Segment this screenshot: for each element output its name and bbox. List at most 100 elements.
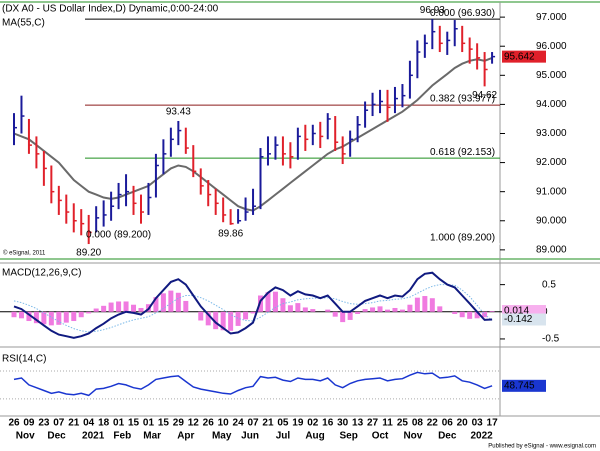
value-box (502, 50, 546, 63)
y-tick-label: 89.000 (536, 244, 567, 255)
x-tick-label: 26 (8, 418, 20, 429)
x-tick-label: 16 (322, 418, 334, 429)
histogram-bar (71, 311, 77, 322)
y-tick-label: 95.000 (536, 70, 567, 81)
value-box (502, 379, 546, 392)
histogram-bar (138, 307, 144, 312)
histogram-bar (220, 311, 226, 331)
histogram-bar (175, 292, 181, 312)
series-line (13, 284, 493, 333)
x-tick-label: 13 (352, 418, 364, 429)
histogram-bar (422, 296, 428, 312)
value-box-label: 48.745 (504, 380, 535, 391)
histogram-bar (355, 311, 361, 314)
histogram-bar (272, 291, 278, 312)
price-annotation: 96.93 (420, 5, 445, 16)
x-tick-label: 30 (337, 418, 349, 429)
x-tick-label: 22 (427, 418, 439, 429)
x-tick-label: 06 (442, 418, 454, 429)
histogram-bar (452, 311, 458, 314)
x-tick-label: 03 (472, 418, 484, 429)
y-tick-label: 97.000 (536, 12, 567, 23)
price-annotation: 89.20 (76, 248, 101, 259)
histogram-bar (467, 311, 473, 319)
y-tick-label: 90.000 (536, 215, 567, 226)
histogram-bar (280, 298, 286, 312)
y-tick-label: 96.000 (536, 41, 567, 52)
histogram-bar (198, 311, 204, 321)
price-annotation: 93.43 (166, 107, 191, 118)
histogram-bar (33, 311, 39, 324)
histogram-bar (370, 307, 376, 312)
y-tick-label: 91.000 (536, 186, 567, 197)
panel-title: RSI(14,C) (2, 354, 46, 365)
y-tick-label: 93.000 (536, 128, 567, 139)
histogram-bar (56, 311, 62, 325)
x-month-label: Feb (113, 431, 131, 442)
histogram-bar (265, 292, 271, 312)
y-tick-label: 94.000 (536, 99, 567, 110)
fib-label: 0.000 (96.930) (430, 8, 495, 19)
x-month-label: Dec (438, 431, 457, 442)
histogram-bar (437, 306, 443, 312)
histogram-bar (235, 311, 241, 326)
histogram-bar (429, 298, 435, 312)
fib-label: 0.618 (92.153) (430, 147, 495, 158)
histogram-bar (26, 311, 32, 322)
x-tick-label: 25 (397, 418, 409, 429)
histogram-bar (86, 311, 92, 314)
x-tick-label: 04 (83, 418, 95, 429)
x-tick-label: 20 (457, 418, 469, 429)
histogram-bar (302, 307, 308, 312)
series-line (13, 371, 493, 397)
x-tick-label: 15 (158, 418, 170, 429)
x-month-label: Jun (241, 431, 259, 442)
histogram-bar (63, 311, 69, 323)
histogram-bar (295, 303, 301, 312)
x-tick-label: 23 (38, 418, 50, 429)
y-tick-label: 0.5 (542, 279, 556, 290)
legend-label: MA(55,C) (2, 18, 45, 29)
x-tick-label: 26 (203, 418, 215, 429)
y-tick-label: 92.000 (536, 157, 567, 168)
histogram-bar (160, 293, 166, 312)
histogram-bar (228, 311, 234, 331)
x-tick-label: 17 (487, 418, 499, 429)
histogram-bar (474, 311, 480, 319)
x-tick-label: 07 (247, 418, 259, 429)
histogram-bar (153, 297, 159, 312)
x-month-label: Apr (177, 431, 194, 442)
histogram-bar (213, 311, 219, 330)
x-month-label: Nov (16, 431, 35, 442)
x-month-label: May (212, 431, 232, 442)
x-month-label: Mar (143, 431, 161, 442)
x-month-label: Oct (372, 431, 389, 442)
value-box-label: 95.642 (504, 51, 535, 62)
value-box-label: 0.014 (504, 306, 529, 317)
histogram-bar (243, 311, 249, 320)
histogram-bar (93, 308, 99, 312)
histogram-bar (101, 305, 107, 312)
x-tick-label: 21 (262, 418, 274, 429)
panel-title: MACD(12,26,9,C) (2, 268, 81, 279)
x-month-label: Dec (47, 431, 66, 442)
x-month-label: Nov (403, 431, 422, 442)
histogram-bar (347, 311, 353, 320)
price-annotation: 0.000 (89.200) (86, 230, 151, 241)
histogram-bar (41, 311, 47, 325)
histogram-bar (123, 301, 129, 312)
y-tick-label: -0.5 (542, 334, 560, 345)
histogram-bar (385, 309, 390, 312)
histogram-bar (250, 311, 256, 314)
x-tick-label: 15 (128, 418, 140, 429)
series-line (13, 271, 493, 339)
histogram-bar (168, 290, 174, 312)
x-month-label: Jul (276, 431, 291, 442)
value-box-label: -0.142 (504, 314, 533, 325)
x-tick-label: 01 (113, 418, 125, 429)
histogram-bar (407, 304, 413, 312)
histogram-bar (340, 311, 346, 323)
x-tick-label: 12 (188, 418, 200, 429)
histogram-bar (332, 311, 338, 317)
x-tick-label: 08 (412, 418, 424, 429)
